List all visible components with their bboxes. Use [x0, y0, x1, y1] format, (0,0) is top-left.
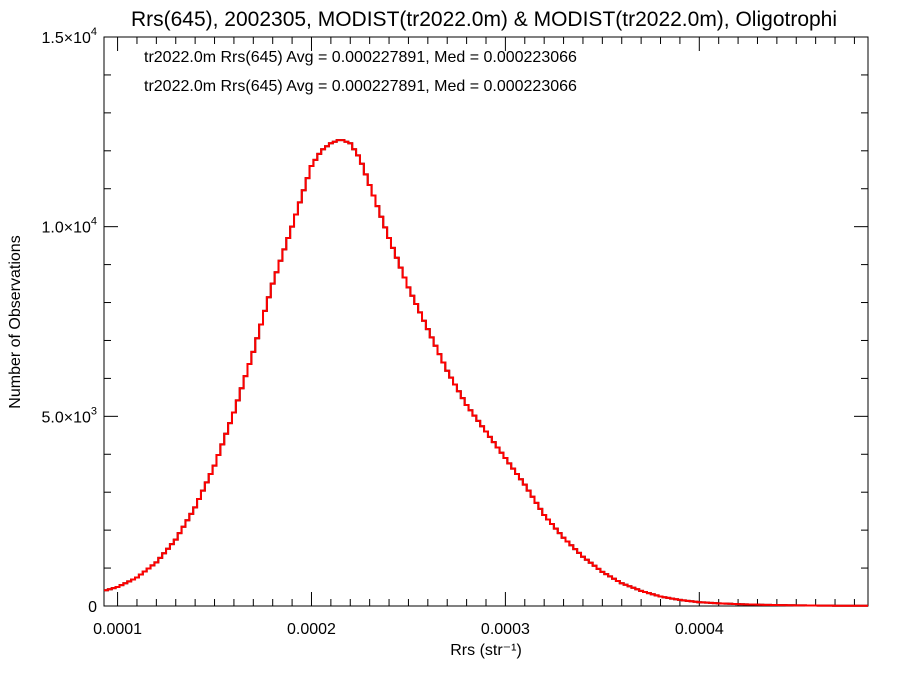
y-tick-label-2: 1.0×104	[41, 216, 97, 237]
plot-frame	[103, 36, 869, 607]
y-tick-label-0: 0	[88, 599, 97, 616]
series-layer	[104, 139, 868, 607]
stats-annotation-red: tr2022.0m Rrs(645) Avg = 0.000227891, Me…	[144, 78, 577, 95]
histogram-series-0	[104, 139, 868, 607]
y-tick-label-3: 1.5×104	[41, 26, 97, 47]
y-tick-exponent: 4	[91, 26, 97, 38]
x-tick-label-1: 0.0002	[287, 621, 336, 638]
y-axis-label: Number of Observations	[7, 235, 24, 408]
y-tick-mantissa: 1.5×10	[41, 30, 90, 47]
y-tick-label-1: 5.0×103	[41, 405, 97, 426]
stats-annotation-black: tr2022.0m Rrs(645) Avg = 0.000227891, Me…	[144, 49, 577, 66]
axis-ticks	[104, 36, 868, 607]
y-tick-mantissa: 1.0×10	[41, 220, 90, 237]
y-tick-exponent: 3	[91, 405, 97, 417]
x-tick-label-0: 0.0001	[93, 621, 142, 638]
x-tick-labels: 0.0001 0.0002 0.0003 0.0004	[93, 621, 724, 638]
histogram-series-1	[104, 139, 868, 607]
y-tick-exponent: 4	[91, 216, 97, 228]
chart-title: Rrs(645), 2002305, MODIST(tr2022.0m) & M…	[131, 8, 837, 31]
x-tick-label-3: 0.0004	[675, 621, 724, 638]
x-axis-label: Rrs (str⁻¹)	[450, 642, 522, 659]
y-tick-mantissa: 0	[88, 599, 97, 616]
y-tick-mantissa: 5.0×10	[41, 409, 90, 426]
x-tick-label-2: 0.0003	[481, 621, 530, 638]
